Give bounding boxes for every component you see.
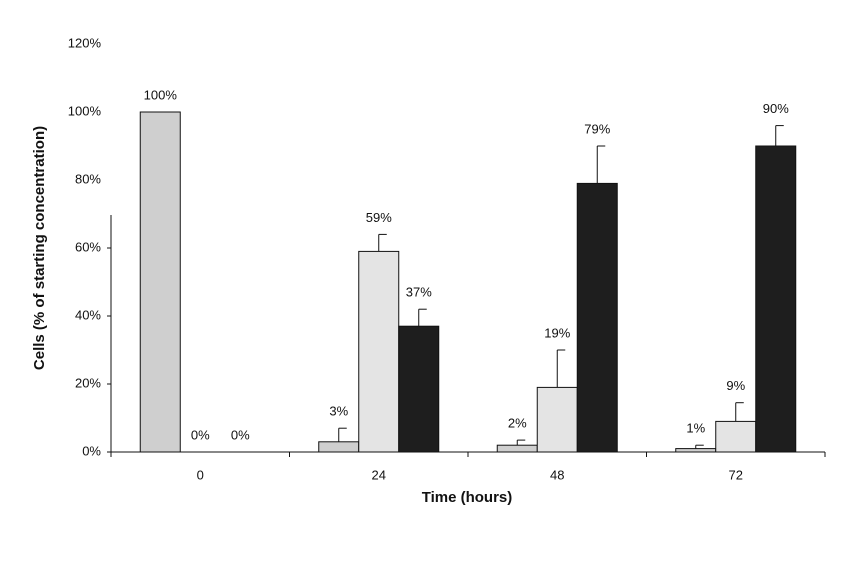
bar xyxy=(576,182,618,453)
bar xyxy=(398,325,440,453)
y-tick-label: 20% xyxy=(75,375,101,390)
y-tick-label: 100% xyxy=(68,103,102,118)
value-label: 9% xyxy=(726,378,745,393)
value-label: 37% xyxy=(406,285,432,300)
error-bar xyxy=(338,427,347,442)
y-tick-label: 0% xyxy=(82,443,101,458)
error-bar xyxy=(695,444,704,449)
y-tick-label: 60% xyxy=(75,239,101,254)
bar xyxy=(715,420,757,453)
x-tick-label: 0 xyxy=(197,467,204,482)
value-label: 79% xyxy=(584,121,610,136)
value-label: 0% xyxy=(191,427,210,442)
x-tick-label: 24 xyxy=(372,467,386,482)
value-label: 3% xyxy=(329,404,348,419)
value-label: 19% xyxy=(544,325,570,340)
error-bar xyxy=(596,145,606,184)
error-bar xyxy=(775,125,784,146)
bar xyxy=(536,386,578,453)
bar xyxy=(358,250,400,453)
error-bar xyxy=(735,402,744,422)
y-tick-label: 40% xyxy=(75,307,101,322)
bar xyxy=(675,448,717,453)
value-label: 100% xyxy=(144,87,178,102)
error-bar xyxy=(556,349,566,388)
value-label: 0% xyxy=(231,427,250,442)
x-axis-title: Time (hours) xyxy=(422,489,513,506)
bar xyxy=(318,441,360,453)
value-label: 90% xyxy=(763,101,789,116)
y-tick-label: 120% xyxy=(68,35,102,50)
bar xyxy=(139,111,181,453)
error-bar xyxy=(378,233,387,252)
value-label: 1% xyxy=(686,421,705,436)
y-axis-title: Cells (% of starting concentration) xyxy=(31,126,48,370)
x-tick-label: 72 xyxy=(729,467,743,482)
error-bar xyxy=(516,439,526,446)
y-tick-label: 80% xyxy=(75,171,101,186)
value-label: 59% xyxy=(366,210,392,225)
x-tick-label: 48 xyxy=(550,467,564,482)
error-bar xyxy=(418,308,427,327)
bar xyxy=(755,145,797,453)
bar xyxy=(496,444,538,453)
value-label: 2% xyxy=(508,416,527,431)
